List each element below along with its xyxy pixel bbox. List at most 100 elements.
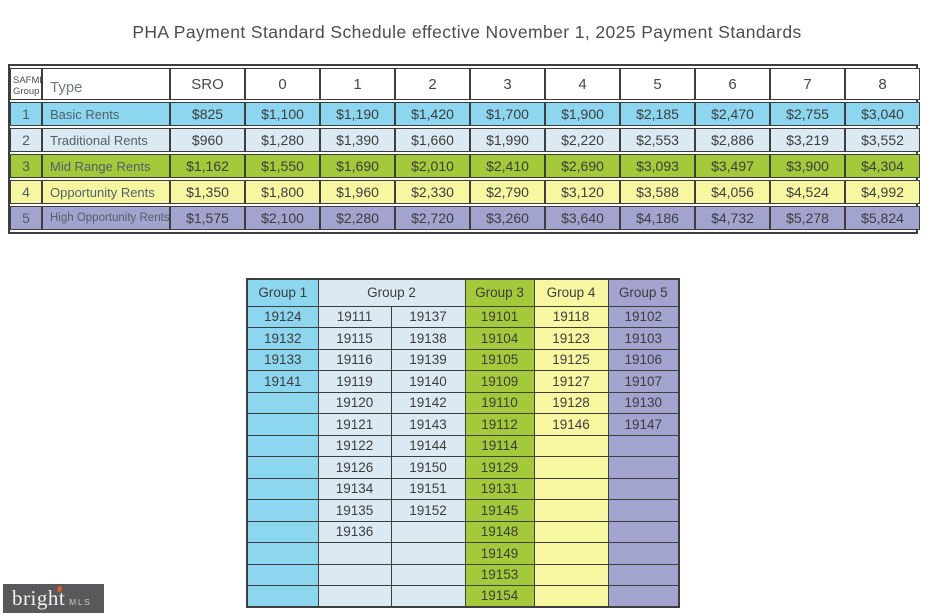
payment-amount-cell: $2,720 <box>395 206 470 230</box>
type-label-cell: Opportunity Rents <box>42 180 170 204</box>
zip-row: 19121 19143 19112 19146 19147 <box>246 413 680 436</box>
payment-amount-cell: $2,470 <box>695 102 770 126</box>
bedroom-header-sro: SRO <box>170 68 245 100</box>
zip-code-cell: 19107 <box>607 370 680 393</box>
page-title: PHA Payment Standard Schedule effective … <box>132 22 802 42</box>
zip-group-header-1: Group 1 <box>246 278 319 307</box>
zip-code-cell: 19128 <box>533 391 609 414</box>
zip-empty-cell <box>246 563 319 586</box>
zip-group-header-2: Group 2 <box>317 278 466 307</box>
payment-amount-cell: $3,588 <box>620 180 695 204</box>
zip-row: 19153 <box>246 563 680 586</box>
zip-code-cell: 19154 <box>464 585 535 608</box>
bedroom-header-5: 5 <box>620 68 695 100</box>
zip-empty-cell <box>533 477 609 500</box>
zip-code-cell: 19102 <box>607 305 680 328</box>
type-label-cell: Basic Rents <box>42 102 170 126</box>
zip-empty-cell <box>607 434 680 457</box>
zip-code-cell: 19112 <box>464 413 535 436</box>
zip-empty-cell <box>246 585 319 608</box>
zip-row: 19132 19115 19138 19104 19123 19103 <box>246 327 680 350</box>
zip-code-cell: 19124 <box>246 305 319 328</box>
payment-amount-cell: $4,056 <box>695 180 770 204</box>
zip-code-cell: 19127 <box>533 370 609 393</box>
zip-empty-cell <box>246 477 319 500</box>
payment-amount-cell: $1,390 <box>320 128 395 152</box>
payment-amount-cell: $4,732 <box>695 206 770 230</box>
zip-code-cell: 19104 <box>464 327 535 350</box>
payment-amount-cell: $4,524 <box>770 180 845 204</box>
zip-row: 19141 19119 19140 19109 19127 19107 <box>246 370 680 393</box>
zip-empty-cell <box>246 413 319 436</box>
payment-amount-cell: $4,304 <box>845 154 920 178</box>
zip-groups-table: Group 1 Group 2 Group 3 Group 4 Group 5 1912… <box>246 278 680 608</box>
payment-amount-cell: $2,330 <box>395 180 470 204</box>
zip-code-cell: 19134 <box>317 477 392 500</box>
zip-empty-cell <box>533 585 609 608</box>
payment-amount-cell: $3,120 <box>545 180 620 204</box>
zip-empty-cell <box>390 585 466 608</box>
group-number-cell: 1 <box>10 102 42 126</box>
zip-empty-cell <box>317 585 392 608</box>
zip-code-cell: 19149 <box>464 542 535 565</box>
payment-amount-cell: $1,575 <box>170 206 245 230</box>
payment-row-group-3: 3 Mid Range Rents $1,162 $1,550 $1,690 $2,010… <box>10 154 920 178</box>
payment-amount-cell: $1,350 <box>170 180 245 204</box>
zip-code-cell: 19135 <box>317 499 392 522</box>
zip-empty-cell <box>390 520 466 543</box>
zip-code-cell: 19121 <box>317 413 392 436</box>
zip-code-cell: 19152 <box>390 499 466 522</box>
zip-row: 19126 19150 19129 <box>246 456 680 479</box>
type-header: Type <box>42 68 170 100</box>
zip-empty-cell <box>533 456 609 479</box>
payment-amount-cell: $2,185 <box>620 102 695 126</box>
zip-code-cell: 19114 <box>464 434 535 457</box>
type-label-cell: Mid Range Rents <box>42 154 170 178</box>
payment-amount-cell: $2,010 <box>395 154 470 178</box>
safmr-group-header: SAFMR Group <box>10 68 42 100</box>
zip-code-cell: 19138 <box>390 327 466 350</box>
payment-amount-cell: $1,100 <box>245 102 320 126</box>
zip-code-cell: 19130 <box>607 391 680 414</box>
zip-groups-body: 19124 19111 19137 19101 19118 19102 19132 19115… <box>246 305 680 608</box>
zip-empty-cell <box>390 542 466 565</box>
payment-amount-cell: $1,660 <box>395 128 470 152</box>
zip-code-cell: 19132 <box>246 327 319 350</box>
zip-empty-cell <box>607 477 680 500</box>
payment-amount-cell: $2,220 <box>545 128 620 152</box>
payment-amount-cell: $1,420 <box>395 102 470 126</box>
bedroom-header-3: 3 <box>470 68 545 100</box>
zip-code-cell: 19151 <box>390 477 466 500</box>
group-number-cell: 5 <box>10 206 42 230</box>
payment-standards-body: 1 Basic Rents $825 $1,100 $1,190 $1,420 $1,700… <box>10 102 920 230</box>
bedroom-header-8: 8 <box>845 68 920 100</box>
payment-amount-cell: $1,960 <box>320 180 395 204</box>
zip-code-cell: 19110 <box>464 391 535 414</box>
safmr-header-line1: SAFMR <box>13 75 41 86</box>
zip-code-cell: 19144 <box>390 434 466 457</box>
payment-amount-cell: $825 <box>170 102 245 126</box>
zip-code-cell: 19115 <box>317 327 392 350</box>
payment-amount-cell: $3,093 <box>620 154 695 178</box>
zip-code-cell: 19140 <box>390 370 466 393</box>
zip-code-cell: 19101 <box>464 305 535 328</box>
payment-amount-cell: $3,260 <box>470 206 545 230</box>
payment-row-group-2: 2 Traditional Rents $960 $1,280 $1,390 $1,660… <box>10 128 920 152</box>
zip-empty-cell <box>317 542 392 565</box>
zip-empty-cell <box>533 563 609 586</box>
zip-empty-cell <box>607 456 680 479</box>
payment-amount-cell: $2,553 <box>620 128 695 152</box>
group-number-cell: 3 <box>10 154 42 178</box>
zip-row: 19136 19148 <box>246 520 680 543</box>
zip-code-cell: 19125 <box>533 348 609 371</box>
zip-empty-cell <box>390 563 466 586</box>
zip-row: 19133 19116 19139 19105 19125 19106 <box>246 348 680 371</box>
zip-empty-cell <box>246 520 319 543</box>
zip-row: 19154 <box>246 585 680 608</box>
payment-amount-cell: $1,690 <box>320 154 395 178</box>
zip-group-header-5: Group 5 <box>607 278 680 307</box>
zip-empty-cell <box>533 499 609 522</box>
